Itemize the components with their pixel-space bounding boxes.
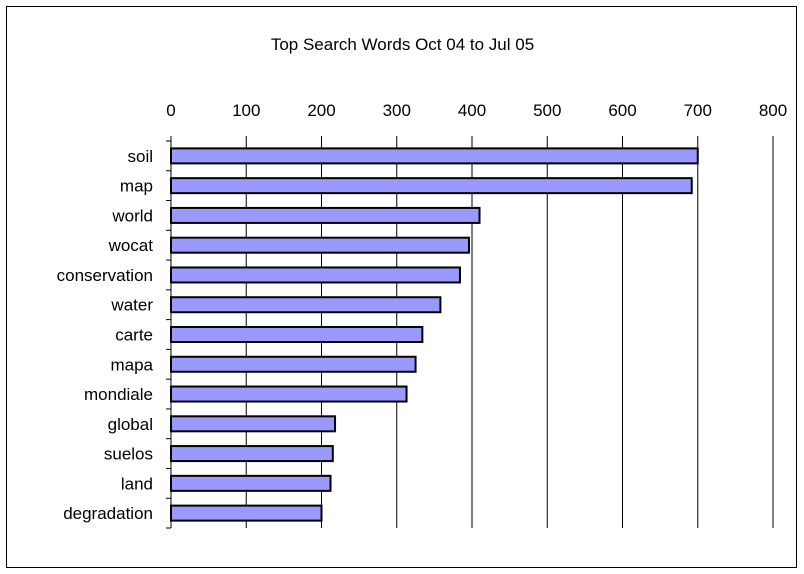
bar-suelos bbox=[170, 445, 334, 463]
bar-conservation bbox=[170, 266, 461, 284]
bar-world bbox=[170, 206, 481, 224]
category-label: conservation bbox=[57, 266, 153, 285]
category-label: wocat bbox=[108, 236, 154, 255]
x-tick-label: 800 bbox=[759, 101, 787, 120]
chart-title: Top Search Words Oct 04 to Jul 05 bbox=[270, 35, 535, 54]
bar-land bbox=[170, 474, 332, 492]
x-tick-label: 500 bbox=[533, 101, 561, 120]
bar-mapa bbox=[170, 355, 417, 373]
x-tick-label: 600 bbox=[608, 101, 636, 120]
chart-frame: Top Search Words Oct 04 to Jul 05 bbox=[6, 6, 797, 568]
bar-carte bbox=[170, 326, 424, 343]
labels: 0 100 200 300 400 500 600 700 800 soil map world woc… bbox=[57, 101, 788, 523]
category-label: degradation bbox=[63, 504, 153, 523]
bar-degradation bbox=[170, 504, 323, 522]
x-tick-label: 300 bbox=[383, 101, 411, 120]
category-label: carte bbox=[115, 326, 153, 345]
category-label: mondiale bbox=[84, 385, 153, 404]
bars bbox=[170, 147, 699, 522]
category-label: land bbox=[121, 474, 153, 493]
category-label: map bbox=[120, 177, 153, 196]
bar-soil bbox=[170, 147, 699, 165]
bar-map bbox=[170, 177, 693, 195]
x-tick-label: 700 bbox=[684, 101, 712, 120]
category-label: water bbox=[110, 296, 153, 315]
category-label: suelos bbox=[104, 445, 153, 464]
x-tick-label: 400 bbox=[458, 101, 486, 120]
bar-mondiale bbox=[170, 385, 408, 403]
category-label: global bbox=[108, 415, 153, 434]
category-label: mapa bbox=[110, 355, 153, 374]
x-tick-label: 200 bbox=[307, 101, 335, 120]
bar-global bbox=[170, 415, 337, 433]
x-tick-label: 100 bbox=[232, 101, 260, 120]
category-label: soil bbox=[127, 147, 153, 166]
bar-wocat bbox=[170, 236, 470, 254]
category-label: world bbox=[111, 206, 153, 225]
bar-water bbox=[170, 296, 442, 314]
x-tick-label: 0 bbox=[166, 101, 175, 120]
